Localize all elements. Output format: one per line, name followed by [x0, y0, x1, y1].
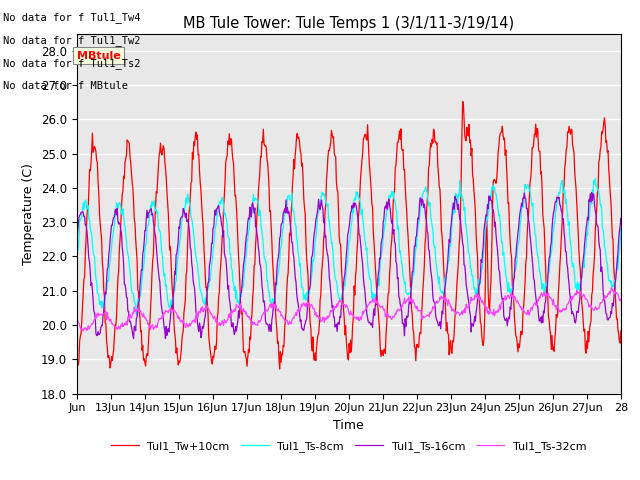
- Text: No data for f Tul1_Tw4: No data for f Tul1_Tw4: [3, 12, 141, 23]
- Tul1_Ts-8cm: [436, 285, 444, 290]
- Tul1_Ts-8cm: [132, 312, 140, 317]
- Tul1_Ts-16cm: [285, 209, 292, 215]
- Y-axis label: Temperature (C): Temperature (C): [22, 163, 35, 264]
- Tul1_Tw+10cm: [617, 328, 625, 334]
- Tul1_Ts-32cm: [285, 322, 292, 327]
- Tul1_Ts-8cm: [73, 256, 81, 262]
- Tul1_Ts-16cm: [130, 336, 138, 341]
- Tul1_Ts-8cm: [591, 176, 599, 181]
- Tul1_Ts-16cm: [588, 190, 596, 195]
- Tul1_Ts-16cm: [138, 267, 145, 273]
- Tul1_Tw+10cm: [285, 249, 292, 255]
- Tul1_Ts-8cm: [264, 288, 272, 293]
- Tul1_Tw+10cm: [237, 302, 244, 308]
- Line: Tul1_Ts-8cm: Tul1_Ts-8cm: [77, 179, 621, 314]
- Tul1_Tw+10cm: [459, 98, 467, 104]
- Text: No data for f Tul1_Tw2: No data for f Tul1_Tw2: [3, 35, 141, 46]
- Tul1_Ts-32cm: [79, 328, 87, 334]
- Tul1_Tw+10cm: [73, 364, 81, 370]
- Tul1_Ts-16cm: [617, 216, 625, 221]
- Tul1_Ts-16cm: [264, 323, 272, 329]
- Tul1_Tw+10cm: [276, 366, 284, 372]
- Tul1_Ts-32cm: [617, 296, 625, 302]
- Text: No data for f MBtule: No data for f MBtule: [3, 81, 128, 91]
- Tul1_Ts-8cm: [617, 226, 625, 232]
- Tul1_Ts-8cm: [237, 294, 245, 300]
- Tul1_Ts-8cm: [138, 285, 145, 291]
- Text: MBtule: MBtule: [77, 51, 120, 61]
- Tul1_Ts-16cm: [406, 298, 413, 303]
- Tul1_Ts-32cm: [138, 311, 145, 317]
- Tul1_Ts-32cm: [73, 320, 81, 325]
- X-axis label: Time: Time: [333, 419, 364, 432]
- Text: No data for f Tul1_Ts2: No data for f Tul1_Ts2: [3, 58, 141, 69]
- Legend: Tul1_Tw+10cm, Tul1_Ts-8cm, Tul1_Ts-16cm, Tul1_Ts-32cm: Tul1_Tw+10cm, Tul1_Ts-8cm, Tul1_Ts-16cm,…: [106, 437, 591, 456]
- Tul1_Ts-32cm: [406, 298, 413, 303]
- Line: Tul1_Ts-16cm: Tul1_Ts-16cm: [77, 192, 621, 338]
- Tul1_Tw+10cm: [406, 260, 413, 266]
- Tul1_Ts-16cm: [436, 319, 444, 324]
- Tul1_Ts-8cm: [406, 291, 413, 297]
- Line: Tul1_Tw+10cm: Tul1_Tw+10cm: [77, 101, 621, 369]
- Tul1_Tw+10cm: [264, 160, 271, 166]
- Tul1_Ts-32cm: [436, 294, 444, 300]
- Tul1_Ts-16cm: [237, 289, 245, 295]
- Tul1_Ts-8cm: [285, 192, 292, 198]
- Title: MB Tule Tower: Tule Temps 1 (3/1/11-3/19/14): MB Tule Tower: Tule Temps 1 (3/1/11-3/19…: [183, 16, 515, 31]
- Tul1_Ts-16cm: [73, 232, 81, 238]
- Line: Tul1_Ts-32cm: Tul1_Ts-32cm: [77, 288, 621, 331]
- Tul1_Tw+10cm: [137, 329, 145, 335]
- Tul1_Ts-32cm: [264, 306, 272, 312]
- Tul1_Ts-32cm: [237, 306, 245, 312]
- Tul1_Ts-32cm: [608, 285, 616, 290]
- Tul1_Tw+10cm: [436, 186, 444, 192]
